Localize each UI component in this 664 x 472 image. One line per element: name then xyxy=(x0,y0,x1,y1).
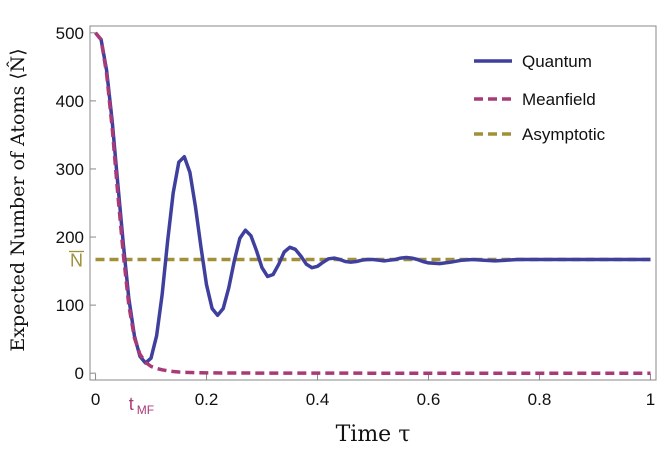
legend: Quantum Meanfield Asymptotic xyxy=(474,52,606,144)
x-axis-ticks: 0 0.2 0.4 0.6 0.8 1 xyxy=(91,374,655,409)
tmf-main: t xyxy=(129,394,134,414)
x-tick-label-1: 0.2 xyxy=(195,390,219,409)
y-tick-label-3: 300 xyxy=(56,160,84,179)
plot-frame xyxy=(89,25,657,381)
y-tick-label-2: 200 xyxy=(56,228,84,247)
y-tick-label-1: 100 xyxy=(56,296,84,315)
x-tick-label-5: 1 xyxy=(646,390,655,409)
y-tick-label-5: 500 xyxy=(56,24,84,43)
series-layer xyxy=(94,31,651,375)
y-axis-title: Expected Number of Atoms ⟨N̂⟩ xyxy=(7,48,29,351)
y-tick-label-4: 400 xyxy=(56,92,84,111)
series-line-quantum xyxy=(94,31,651,365)
tmf-annotation: t MF xyxy=(129,394,154,417)
x-tick-label-3: 0.6 xyxy=(417,390,441,409)
x-axis-title: Time τ xyxy=(336,422,411,447)
legend-label-quantum: Quantum xyxy=(522,52,592,71)
tmf-label: t MF xyxy=(129,394,154,417)
legend-label-asymptotic: Asymptotic xyxy=(522,125,606,144)
y-tick-label-0: 0 xyxy=(75,364,84,383)
x-tick-label-0: 0 xyxy=(91,390,100,409)
nbar-annotation: N xyxy=(69,251,84,271)
legend-label-meanfield: Meanfield xyxy=(522,90,596,109)
tmf-subscript: MF xyxy=(137,403,154,417)
nbar-label: N xyxy=(70,251,83,271)
x-tick-label-2: 0.4 xyxy=(306,390,330,409)
x-tick-label-4: 0.8 xyxy=(528,390,552,409)
series-line-meanfield xyxy=(94,31,651,375)
y-axis-ticks: 0 100 200 300 400 500 xyxy=(56,24,96,383)
